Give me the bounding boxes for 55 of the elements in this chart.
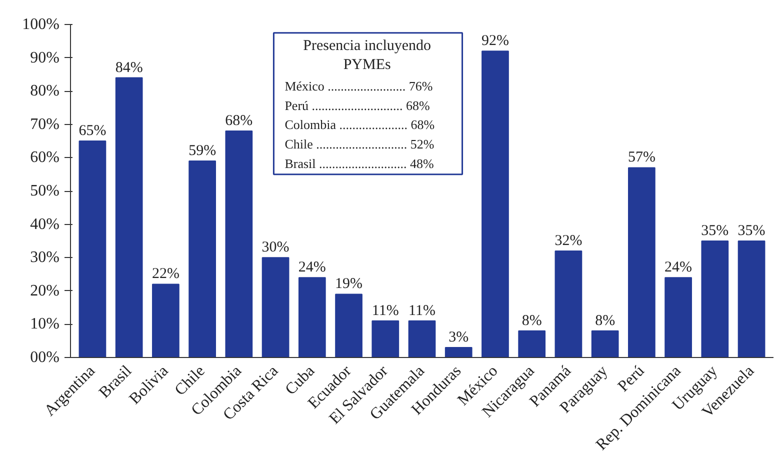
data-label: 8% [595, 312, 616, 329]
annotation: Brasil ........................... 48% [284, 156, 434, 171]
bar [408, 320, 436, 358]
y-tick-label: 00% [30, 349, 60, 366]
y-tick-label: 80% [30, 82, 60, 100]
bar [225, 130, 253, 358]
bar [628, 167, 656, 358]
bar [701, 240, 729, 358]
data-label: 30% [262, 240, 290, 256]
annotation: Chile ............................ 52% [284, 136, 434, 152]
bar [554, 250, 582, 358]
bar [444, 347, 472, 358]
data-label: 84% [115, 60, 143, 76]
annotation: México ........................ 76% [284, 78, 433, 94]
y-tick-label: 70% [30, 116, 60, 133]
data-label: 11% [372, 302, 399, 319]
data-label: 65% [78, 123, 106, 140]
data-label: 35% [738, 222, 766, 239]
bar [152, 284, 180, 358]
bar [591, 330, 619, 358]
bar [115, 77, 143, 358]
data-label: 59% [188, 143, 216, 160]
y-tick-label: 40% [30, 216, 60, 233]
bar [664, 277, 692, 358]
y-tick-label: 60% [30, 149, 60, 166]
data-label: 3% [448, 330, 469, 346]
y-tick-label: 20% [30, 282, 60, 300]
data-label: 92% [481, 33, 509, 50]
data-label: 19% [335, 276, 363, 292]
data-label: 11% [408, 302, 436, 319]
bar [188, 160, 216, 358]
bar [262, 257, 290, 358]
data-label: 24% [298, 260, 326, 276]
data-label: 8% [522, 312, 542, 329]
data-label: 32% [554, 232, 582, 249]
data-label: 22% [152, 266, 180, 282]
bar [738, 240, 766, 358]
y-tick-label: 100% [22, 16, 60, 33]
y-tick-label: 30% [30, 249, 60, 266]
bar [335, 294, 362, 358]
bar [482, 50, 509, 358]
bar [518, 330, 546, 358]
annotation: Colombia ..................... 68% [284, 117, 435, 132]
y-tick-label: 50% [30, 182, 60, 200]
y-tick-label: 10% [30, 316, 60, 333]
bar [78, 140, 106, 358]
data-label: 57% [628, 150, 656, 166]
bar [298, 277, 326, 358]
bar [372, 320, 400, 358]
data-label: 24% [664, 260, 692, 276]
y-tick-label: 90% [30, 49, 60, 66]
data-label: 35% [701, 222, 729, 239]
data-label: 68% [225, 113, 253, 130]
annotation: Presencia incluyendo PYMEs [303, 38, 432, 74]
annotation: Perú ............................ 68% [284, 98, 430, 113]
